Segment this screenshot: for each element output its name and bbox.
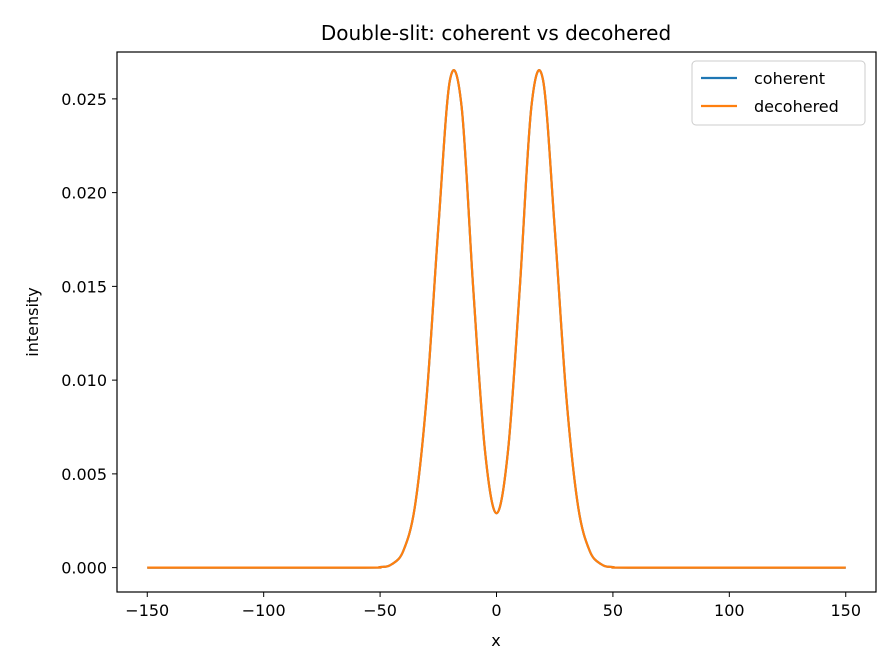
y-tick-label: 0.010 [61, 371, 107, 390]
y-tick-label: 0.015 [61, 277, 107, 296]
legend: coherent decohered [691, 60, 866, 126]
x-tick-label: −150 [125, 601, 169, 620]
y-axis-label: intensity [23, 287, 42, 356]
legend-label-decohered: decohered [754, 97, 839, 116]
y-tick-label: 0.020 [61, 184, 107, 203]
x-tick-label: −50 [363, 601, 397, 620]
x-tick-label: 100 [714, 601, 745, 620]
legend-label-coherent: coherent [754, 69, 825, 88]
x-tick-label: −100 [242, 601, 286, 620]
plot-area [147, 69, 846, 569]
x-axis-label: x [491, 631, 500, 650]
x-tick-label: 50 [603, 601, 623, 620]
x-tick-label: 0 [491, 601, 501, 620]
y-tick-label: 0.005 [61, 465, 107, 484]
series-line-decohered [147, 69, 846, 569]
y-axis: 0.000 0.005 0.010 0.015 0.020 0.025 [61, 90, 117, 578]
x-axis: −150 −100 −50 0 50 100 150 [125, 592, 861, 620]
chart-title: Double-slit: coherent vs decohered [321, 21, 671, 45]
y-tick-label: 0.000 [61, 559, 107, 578]
x-tick-label: 150 [830, 601, 861, 620]
y-tick-label: 0.025 [61, 90, 107, 109]
series-line-coherent [147, 69, 846, 569]
plot-frame [116, 51, 877, 593]
